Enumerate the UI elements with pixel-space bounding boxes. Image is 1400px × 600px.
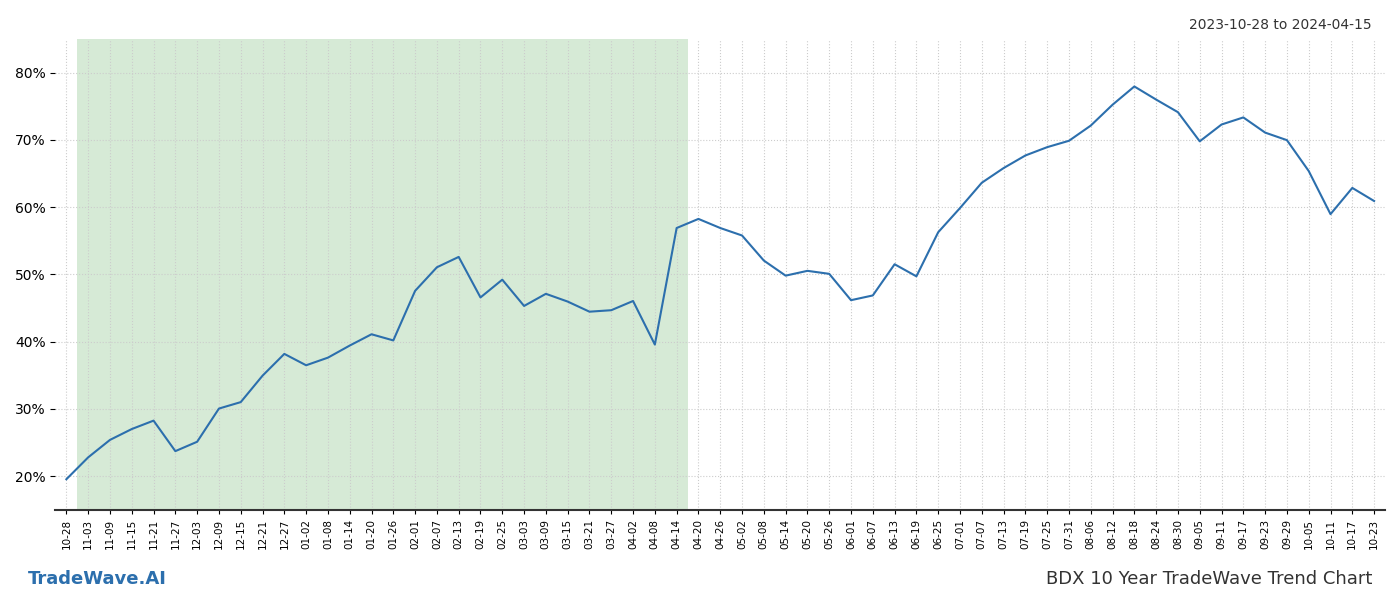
Text: 2023-10-28 to 2024-04-15: 2023-10-28 to 2024-04-15 [1190,18,1372,32]
Text: TradeWave.AI: TradeWave.AI [28,570,167,588]
Text: BDX 10 Year TradeWave Trend Chart: BDX 10 Year TradeWave Trend Chart [1046,570,1372,588]
Bar [77,39,687,510]
